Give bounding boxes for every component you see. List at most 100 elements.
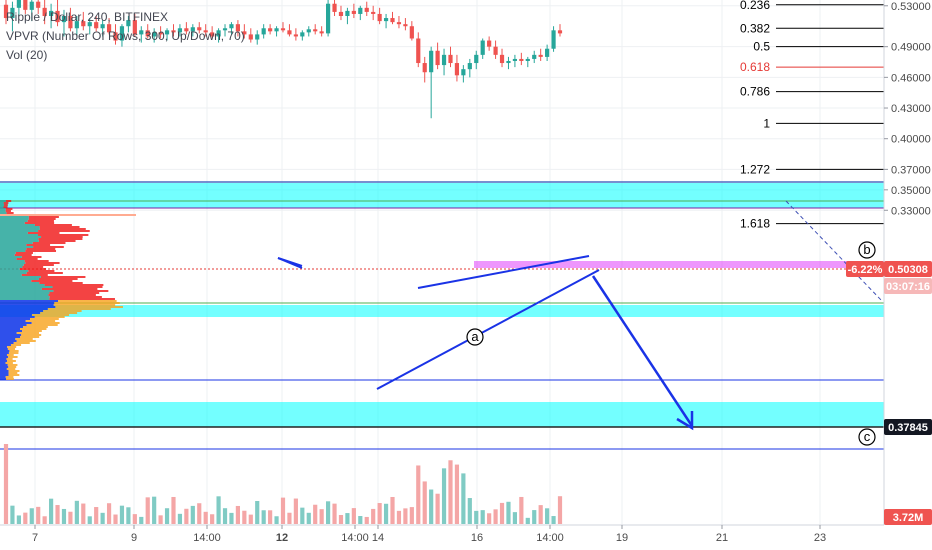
vpvr-up-bar [0, 328, 21, 330]
vpvr-up-bar [0, 330, 23, 332]
volume-bar [268, 510, 273, 524]
volume-bar [171, 496, 176, 524]
support-zone [0, 305, 884, 317]
price-tick-label-7: 0.49000 [891, 42, 931, 54]
resistance-zone [0, 181, 884, 208]
time-tick-label-1: 9 [131, 532, 137, 544]
volume-bar [235, 505, 241, 524]
vpvr-up-bar [0, 322, 32, 324]
volume-bar [164, 508, 170, 524]
time-tick-label-9: 21 [716, 532, 728, 544]
target-arrowhead-icon [676, 411, 694, 431]
volume-bar [519, 496, 524, 524]
vpvr-up-bar [0, 352, 9, 354]
candle-body [3, 4, 9, 19]
vpvr-down-bar [26, 244, 51, 246]
candle-body [429, 50, 434, 73]
candle-body [441, 54, 447, 66]
volume-bar [145, 497, 150, 524]
trend-drawings[interactable]: a b c [277, 200, 883, 446]
volume-bar [338, 515, 344, 524]
volume-bar [371, 508, 376, 524]
vpvr-down-bar [38, 234, 89, 236]
candle-body [132, 20, 137, 35]
volume-bar [377, 503, 382, 524]
mini-trendline-bottom [277, 257, 303, 269]
volume-bar [551, 516, 556, 524]
vpvr-up-bar [0, 212, 7, 214]
candle-body [106, 24, 112, 33]
volume-bars [3, 444, 563, 524]
magenta-zone [474, 261, 884, 268]
vpvr-up-bar [0, 252, 16, 254]
vpvr-down-bar [8, 374, 20, 376]
target-arrow-shaft [591, 275, 694, 427]
vpvr-down-bar [9, 350, 19, 352]
price-tick-label-6: 0.53000 [891, 1, 931, 13]
volume-bar [293, 498, 298, 524]
vpvr-up-bar [0, 298, 50, 300]
candle-body [345, 10, 350, 16]
vpvr-up-bar [0, 368, 7, 370]
vpvr-up-bar [0, 208, 6, 210]
volume-bar [229, 512, 234, 524]
vpvr-down-bar [38, 240, 76, 242]
vpvr-indicator-label[interactable]: VPVR (Number Of Rows, 300, Up/Down, 70) [6, 29, 245, 43]
vpvr-down-bar [39, 282, 83, 284]
volume-bar [23, 512, 28, 524]
volume-bar [68, 511, 73, 524]
time-tick-label-7: 14:00 [536, 532, 564, 544]
vpvr-down-bar [13, 342, 30, 344]
volume-bar [3, 444, 9, 524]
vpvr-down-bar [5, 376, 14, 378]
vpvr-down-bar [24, 222, 55, 224]
vpvr-down-bar [3, 202, 9, 204]
volume-bar [106, 503, 112, 524]
time-scale[interactable]: 7 9 14:00 12 14:00 14 16 14:00 19 21 23 [0, 524, 932, 550]
volume-bar [287, 512, 292, 524]
candle-body [171, 30, 176, 33]
vpvr-up-bar [0, 344, 11, 346]
volume-indicator-label[interactable]: Vol (20) [6, 48, 48, 62]
vpvr-down-bar [16, 340, 36, 342]
vpvr-up-bar [0, 310, 44, 312]
vpvr-down-bar [3, 206, 8, 208]
vpvr-up-bar [0, 288, 42, 290]
volume-bar [94, 507, 99, 524]
volume-bar [280, 497, 286, 524]
volume-bar [300, 507, 305, 524]
time-tick-label-4: 14:00 [341, 532, 369, 544]
vpvr-down-bar [48, 294, 96, 296]
vpvr-down-bar [21, 256, 42, 258]
volume-bar [242, 510, 247, 524]
countdown-badge-bg [884, 278, 932, 294]
vpvr-down-bar [8, 352, 19, 354]
fib-label-2: 0.236 [740, 0, 770, 12]
support-resistance-zones [0, 181, 884, 450]
volume-bar [493, 509, 498, 524]
vpvr-down-bar [41, 288, 98, 290]
time-tick-label-5: 14 [372, 532, 384, 544]
volume-bar [274, 516, 279, 524]
vpvr-down-bar [38, 230, 90, 232]
volume-bar [100, 512, 105, 524]
candle-body [435, 50, 440, 66]
vpvr-up-bar [0, 320, 26, 322]
symbol-title[interactable]: Ripple / Dollar, 240, BITFINEX [6, 10, 169, 24]
vpvr-down-bar [5, 208, 13, 210]
candle-body [512, 58, 518, 61]
vpvr-up-bar [0, 274, 22, 276]
vpvr-up-bar [0, 370, 9, 372]
candle-body [197, 27, 202, 31]
vpvr-up-bar [0, 296, 50, 298]
candle-body [293, 34, 298, 37]
vpvr-up-bar [0, 272, 27, 274]
vpvr-up-bar [0, 286, 53, 288]
volume-bar [42, 516, 47, 524]
vpvr-down-bar [6, 358, 13, 360]
wave-label-circle-a [466, 328, 484, 346]
volume-profile [0, 200, 136, 380]
vpvr-down-bar [19, 268, 47, 270]
